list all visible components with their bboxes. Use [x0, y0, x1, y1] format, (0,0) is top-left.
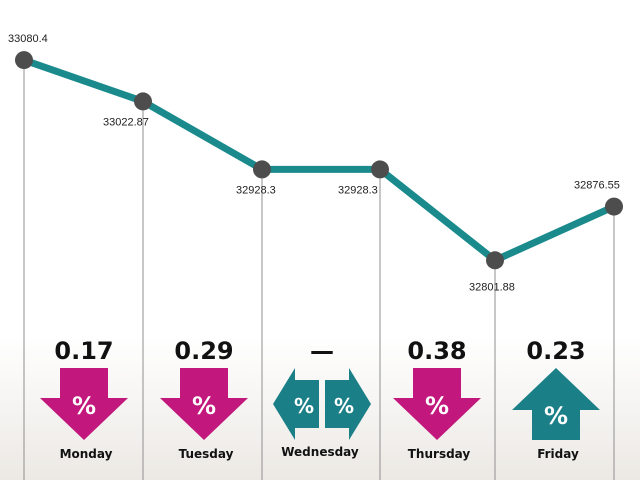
percent-symbol: % — [334, 394, 354, 418]
day-label: Tuesday — [179, 447, 234, 461]
day-label: Wednesday — [281, 445, 359, 459]
percent-symbol: % — [294, 394, 314, 418]
data-point — [134, 92, 152, 111]
data-point — [253, 160, 271, 179]
right-arrow-icon — [325, 368, 371, 440]
point-value-label: 33080.4 — [8, 33, 48, 45]
change-indicator-wednesday: —% % Wednesday — [273, 337, 371, 459]
change-value: 0.23 — [526, 337, 585, 365]
change-indicator-monday: 0.17% Monday — [40, 337, 128, 461]
change-indicator-thursday: 0.38% Thursday — [393, 337, 481, 461]
percent-symbol: % — [425, 392, 449, 420]
index-line — [20, 56, 618, 264]
day-label: Thursday — [408, 447, 471, 461]
data-point — [486, 251, 504, 270]
point-value-label: 32801.88 — [469, 281, 515, 293]
change-indicator-tuesday: 0.29% Tuesday — [160, 337, 248, 461]
change-value: 0.38 — [407, 337, 466, 365]
change-value: 0.29 — [174, 337, 233, 365]
data-point — [15, 51, 33, 70]
point-value-label: 32928.3 — [236, 184, 276, 196]
point-value-label: 33022.87 — [103, 116, 149, 128]
day-label: Monday — [60, 447, 113, 461]
point-value-label: 32876.55 — [574, 180, 620, 192]
change-value: 0.17 — [54, 337, 113, 365]
down-arrow-icon — [160, 368, 248, 440]
change-indicator-friday: 0.23% Friday — [512, 337, 600, 461]
data-point — [605, 197, 623, 216]
percent-symbol: % — [72, 392, 96, 420]
left-arrow-icon — [273, 368, 319, 440]
point-value-label: 32928.3 — [338, 184, 378, 196]
day-label: Friday — [537, 447, 579, 461]
percent-symbol: % — [192, 392, 216, 420]
down-arrow-icon — [40, 368, 128, 440]
change-value: — — [310, 337, 334, 365]
data-point — [371, 160, 389, 179]
down-arrow-icon — [393, 368, 481, 440]
percent-symbol: % — [544, 402, 568, 430]
up-arrow-icon — [512, 368, 600, 440]
